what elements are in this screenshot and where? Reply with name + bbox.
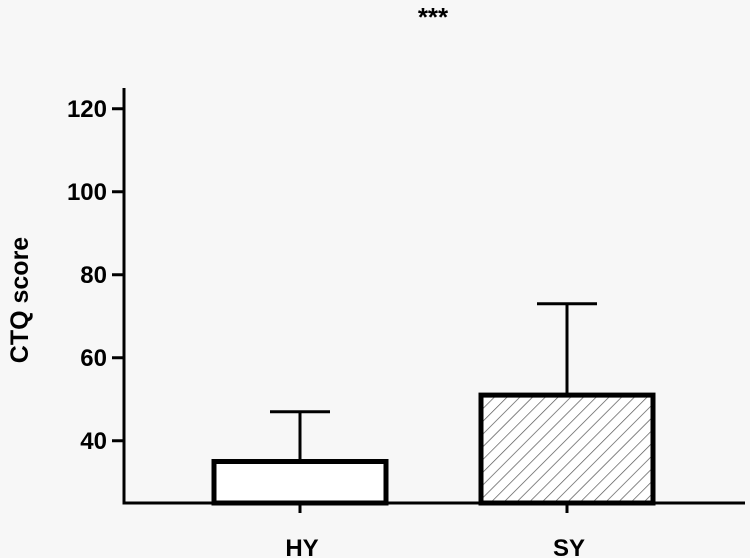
plot-area: HY SY 40 60 80 100 120	[67, 88, 745, 558]
bar-sy	[478, 392, 656, 506]
y-tick-label-120: 120	[67, 96, 107, 123]
significance-label: ***	[418, 2, 449, 32]
y-axis-label: CTQ score	[6, 237, 34, 364]
y-tick-label-60: 60	[80, 345, 107, 372]
y-tick-label-80: 80	[80, 262, 107, 289]
x-tick-label-sy: SY	[553, 535, 585, 558]
x-tick-label-hy: HY	[285, 535, 318, 558]
bar-hy	[211, 459, 389, 506]
y-tick-label-100: 100	[67, 179, 107, 206]
y-tick-label-40: 40	[80, 428, 107, 455]
